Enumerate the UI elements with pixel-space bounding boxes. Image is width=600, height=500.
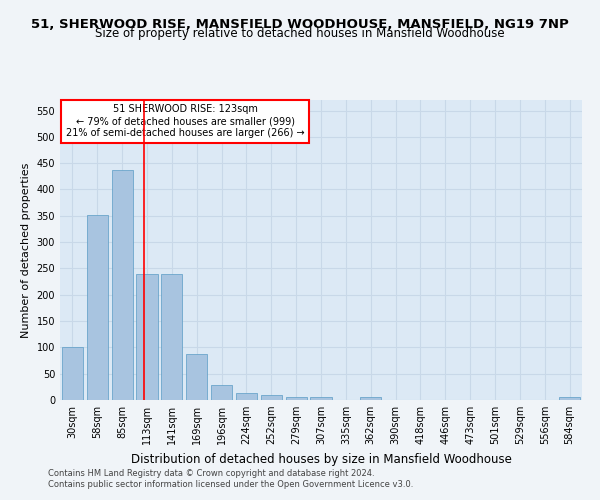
Text: Contains public sector information licensed under the Open Government Licence v3: Contains public sector information licen…: [48, 480, 413, 489]
Text: Size of property relative to detached houses in Mansfield Woodhouse: Size of property relative to detached ho…: [95, 28, 505, 40]
Bar: [87, 214, 108, 400]
Bar: [261, 396, 282, 400]
Text: 51 SHERWOOD RISE: 123sqm
← 79% of detached houses are smaller (999)
21% of semi-: 51 SHERWOOD RISE: 123sqm ← 79% of detach…: [66, 104, 305, 138]
X-axis label: Distribution of detached houses by size in Mansfield Woodhouse: Distribution of detached houses by size …: [131, 452, 511, 466]
Bar: [559, 398, 580, 400]
Y-axis label: Number of detached properties: Number of detached properties: [21, 162, 31, 338]
Bar: [211, 384, 232, 400]
Bar: [62, 348, 83, 400]
Text: Contains HM Land Registry data © Crown copyright and database right 2024.: Contains HM Land Registry data © Crown c…: [48, 468, 374, 477]
Bar: [112, 170, 133, 400]
Bar: [161, 274, 182, 400]
Bar: [186, 354, 207, 400]
Bar: [236, 393, 257, 400]
Bar: [360, 398, 381, 400]
Text: 51, SHERWOOD RISE, MANSFIELD WOODHOUSE, MANSFIELD, NG19 7NP: 51, SHERWOOD RISE, MANSFIELD WOODHOUSE, …: [31, 18, 569, 30]
Bar: [136, 274, 158, 400]
Bar: [310, 398, 332, 400]
Bar: [286, 397, 307, 400]
